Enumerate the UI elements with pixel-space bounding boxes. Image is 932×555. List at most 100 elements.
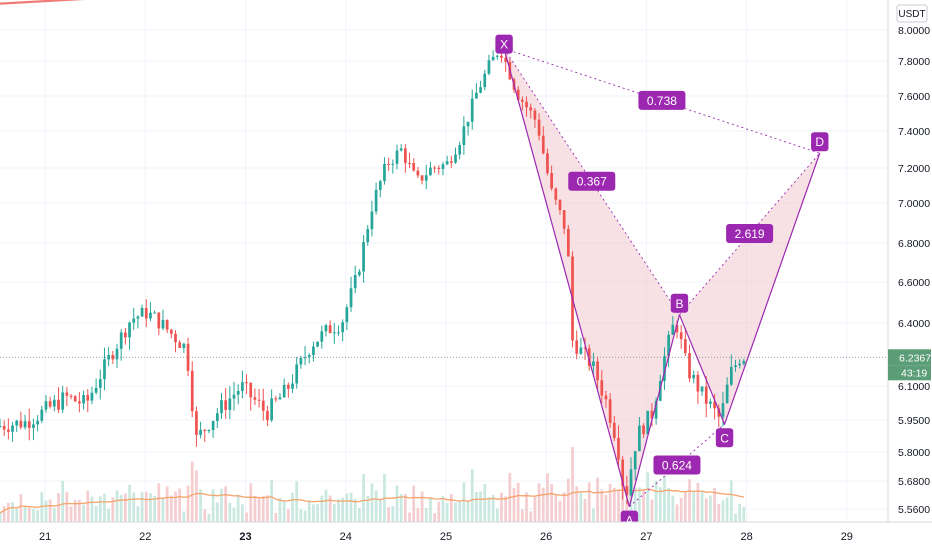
volume-bar <box>169 495 173 522</box>
candle-body <box>554 188 558 200</box>
volume-bar <box>358 508 361 522</box>
pattern-ratio-xb <box>503 48 680 316</box>
pattern-labels: X A B C D 0.367 0.738 2.619 0.624 <box>495 34 829 530</box>
candle-body <box>203 429 207 431</box>
volume-bar <box>103 493 106 522</box>
price-tick-label: 5.9500 <box>898 415 930 427</box>
pattern-ratio-label: 2.619 <box>735 227 765 241</box>
candle-body <box>429 167 432 176</box>
candle-body <box>215 413 219 421</box>
candle-body <box>600 380 604 396</box>
candle-body <box>671 324 675 335</box>
candle-body <box>683 339 687 354</box>
candle-body <box>625 486 629 496</box>
volume-bar <box>449 493 453 522</box>
time-tick-label: 29 <box>841 531 853 543</box>
candle-body <box>525 101 528 108</box>
volume-bar <box>416 508 420 522</box>
volume-bar <box>190 461 194 522</box>
price-tick-label: 7.0000 <box>898 198 930 210</box>
volume-bar <box>144 491 148 522</box>
candle-body <box>633 451 637 470</box>
volume-bar <box>153 495 156 522</box>
volume-bar <box>98 496 102 522</box>
volume-bar <box>149 493 152 522</box>
volume-bar <box>232 507 236 522</box>
volume-bar <box>483 483 487 522</box>
volume-bar <box>667 488 670 522</box>
candle-body <box>48 401 52 407</box>
volume-bar <box>349 492 353 522</box>
trend-line[interactable] <box>0 0 496 5</box>
candle-body <box>529 107 533 111</box>
candle-body <box>412 163 416 171</box>
volume-bar <box>119 494 123 522</box>
volume-bar <box>654 480 658 522</box>
volume-bar <box>286 509 290 522</box>
candle-body <box>479 87 482 93</box>
volume-bar <box>487 496 491 522</box>
candle-body <box>32 424 35 428</box>
volume-bar <box>658 486 662 522</box>
candle-body <box>224 400 228 410</box>
candle-body <box>57 399 60 410</box>
volume-bar <box>558 500 562 522</box>
candle-body <box>445 161 449 165</box>
time-tick-label: 22 <box>139 531 151 543</box>
candle-body <box>266 410 269 421</box>
volume-layer <box>0 447 746 522</box>
pattern-triangle-bcd <box>679 153 820 425</box>
candle-body <box>358 271 361 276</box>
volume-bar <box>245 512 248 522</box>
volume-bar <box>136 506 140 522</box>
pattern-fill <box>504 48 820 507</box>
time-tick-label: 21 <box>39 531 51 543</box>
candle-body <box>537 119 541 136</box>
pattern-point-c: C <box>720 431 729 445</box>
candle-body <box>608 399 612 423</box>
candle-body <box>299 358 303 365</box>
candle-body <box>136 316 140 319</box>
candle-body <box>424 175 428 181</box>
candle-body <box>169 329 173 334</box>
volume-bar <box>186 485 190 522</box>
volume-bar <box>408 512 411 522</box>
candle-body <box>257 399 261 401</box>
volume-bar <box>111 497 115 522</box>
candle-body <box>370 211 374 230</box>
volume-bar <box>40 492 44 522</box>
price-tick-label: 7.4000 <box>898 126 930 138</box>
candle-body <box>324 325 328 332</box>
price-tick-label: 5.6800 <box>898 476 930 488</box>
candle-body <box>475 92 478 99</box>
candle-body <box>11 425 14 432</box>
volume-bar <box>575 486 579 522</box>
candle-body <box>157 312 161 329</box>
volume-bar <box>633 487 637 522</box>
volume-bar <box>374 490 378 522</box>
volume-bar <box>429 497 432 522</box>
volume-bar <box>529 511 533 522</box>
volume-bar <box>500 492 503 522</box>
candle-body <box>153 312 156 314</box>
volume-bar <box>404 493 407 522</box>
candle-body <box>408 162 411 164</box>
volume-bar <box>19 494 23 522</box>
volume-bar <box>475 492 478 522</box>
price-tick-label: 7.8000 <box>898 56 930 68</box>
candle-body <box>44 401 48 410</box>
volume-bar <box>261 495 265 522</box>
candle-body <box>261 400 265 411</box>
volume-bar <box>583 498 587 522</box>
volume-bar <box>328 495 332 522</box>
candle-body <box>73 396 77 402</box>
candle-body <box>654 400 658 419</box>
candle-body <box>103 359 106 380</box>
volume-bar <box>521 509 524 522</box>
candle-body <box>550 173 553 189</box>
candle-body <box>604 395 608 400</box>
volume-bar <box>587 482 591 522</box>
candle-body <box>345 307 349 323</box>
